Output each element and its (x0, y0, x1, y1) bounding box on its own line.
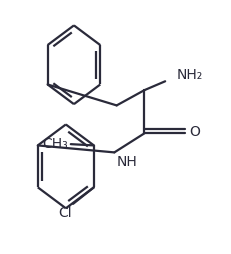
Text: NH₂: NH₂ (177, 68, 203, 82)
Text: NH: NH (117, 155, 137, 169)
Text: CH₃: CH₃ (43, 137, 68, 151)
Text: Cl: Cl (58, 207, 72, 220)
Text: O: O (189, 125, 200, 139)
